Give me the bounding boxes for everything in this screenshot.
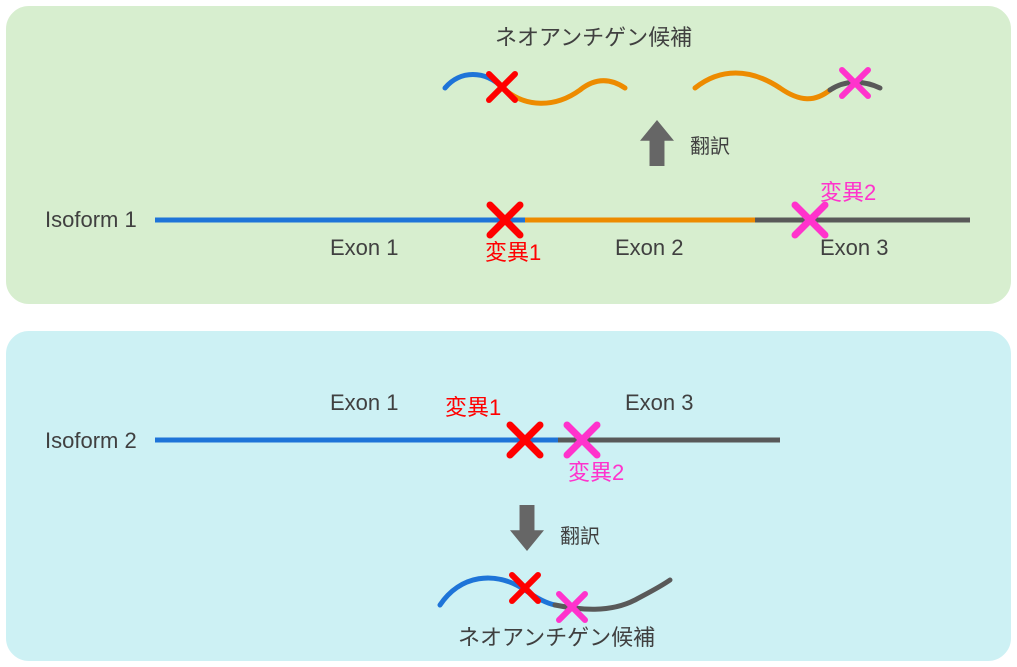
fragment-mark-mut1 xyxy=(512,575,538,601)
fragment-top_right xyxy=(695,60,885,110)
arrow-down-icon xyxy=(510,505,544,551)
fragment-bottom xyxy=(440,565,670,620)
arrow-up-icon xyxy=(640,120,674,166)
fragment-curve-exon2 xyxy=(695,73,830,99)
fragment-mark-mut1 xyxy=(489,74,515,100)
fragment-top_left xyxy=(445,60,625,110)
fragment-curve-exon2 xyxy=(503,81,625,104)
